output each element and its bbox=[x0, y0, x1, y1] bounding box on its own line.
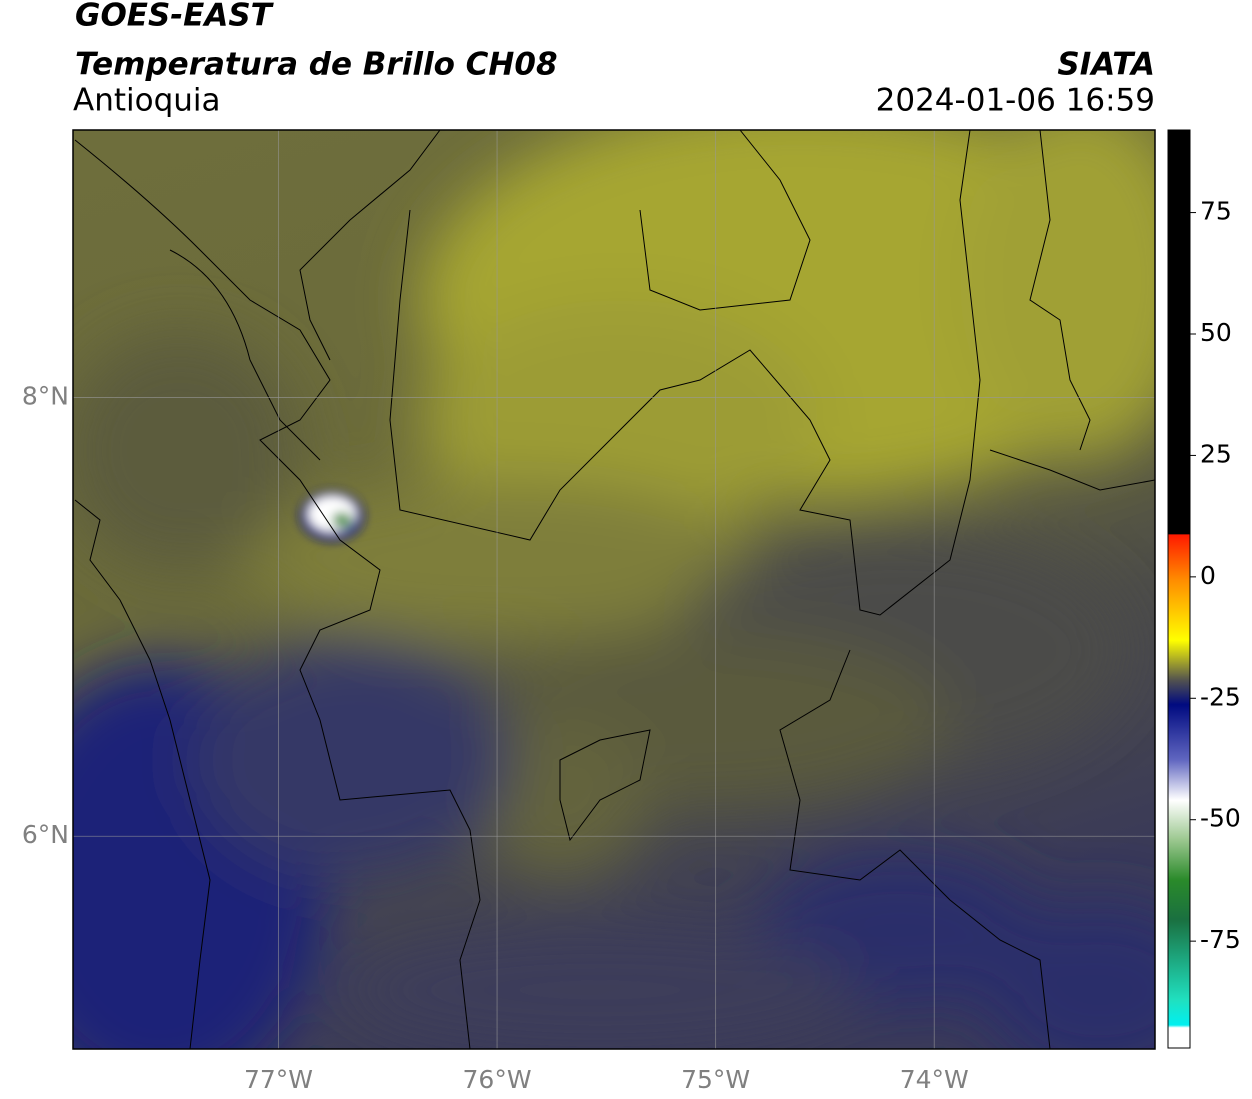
colorbar-tick-label: -25 bbox=[1200, 682, 1241, 711]
title: GOES-EAST bbox=[75, 0, 275, 34]
colorbar-tick-label: 0 bbox=[1200, 561, 1216, 590]
region: Antioquia bbox=[73, 83, 221, 119]
imagery bbox=[73, 130, 1155, 1049]
colorbar-tick-label: 50 bbox=[1200, 318, 1232, 347]
subtitle: Temperatura de Brillo CH08 bbox=[75, 47, 558, 83]
datetime: 2024-01-06 16:59 bbox=[876, 83, 1155, 119]
colorbar-ticks: 75 50 25 0 -25 -50 -75 bbox=[1190, 197, 1241, 954]
x-tick-label: 77°W bbox=[244, 1065, 313, 1094]
y-tick-label: 8°N bbox=[22, 382, 69, 411]
colorbar-tick-label: -75 bbox=[1200, 925, 1241, 954]
colorbar-tick-label: -50 bbox=[1200, 804, 1241, 833]
colorbar-tick-label: 75 bbox=[1200, 197, 1232, 226]
axes: 77°W 76°W 75°W 74°W 8°N 6°N bbox=[22, 382, 969, 1094]
x-tick-label: 76°W bbox=[463, 1065, 532, 1094]
grid bbox=[73, 130, 1155, 1049]
colorbar-tick-label: 25 bbox=[1200, 439, 1232, 468]
boundaries bbox=[74, 130, 1155, 1049]
y-tick-label: 6°N bbox=[22, 820, 69, 849]
convective-cell bbox=[300, 491, 364, 541]
x-tick-label: 74°W bbox=[900, 1065, 969, 1094]
colorbar bbox=[1167, 129, 1191, 1049]
map bbox=[73, 130, 1155, 1049]
map-frame bbox=[72, 129, 1156, 1050]
source: SIATA bbox=[1057, 47, 1155, 83]
x-tick-label: 75°W bbox=[681, 1065, 750, 1094]
